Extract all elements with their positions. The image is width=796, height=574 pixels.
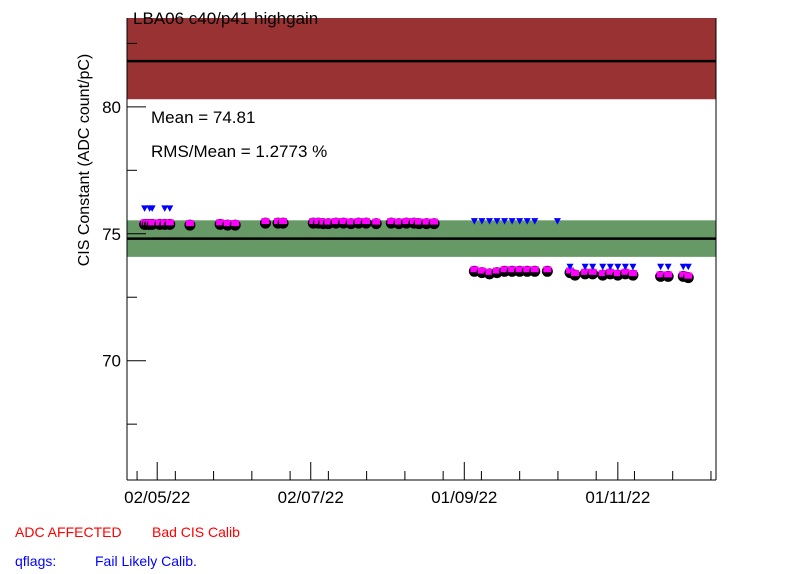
data-point — [314, 218, 323, 225]
flag-triangle — [166, 205, 174, 212]
data-point — [679, 271, 688, 278]
flag-triangle — [516, 218, 524, 225]
data-point — [402, 218, 411, 225]
flag-triangle — [493, 218, 501, 225]
flag-triangle — [629, 263, 637, 271]
y-tick-label: 70 — [102, 352, 121, 371]
data-point — [588, 268, 597, 275]
rms-label: RMS/Mean = 1.2773 % — [151, 142, 327, 161]
data-point — [543, 266, 552, 273]
flag-triangle — [508, 218, 516, 225]
data-point — [185, 220, 194, 227]
axes-layer: 70 75 80 02/05/22 02/07/22 01/09/22 01/11/22 — [102, 18, 717, 507]
data-point — [394, 218, 403, 225]
flag-triangle — [148, 205, 156, 212]
flag-triangle — [501, 218, 509, 225]
data-point — [566, 267, 575, 274]
y-axis-label: CIS Constant (ADC count/pC) — [76, 54, 93, 267]
data-point — [628, 270, 637, 277]
flag-triangle — [599, 263, 607, 271]
data-point — [409, 218, 418, 225]
data-point — [664, 271, 673, 278]
chart-title: LBA06 c40/p41 highgain — [133, 9, 318, 28]
flag-triangle — [161, 205, 169, 212]
data-point — [613, 270, 622, 277]
data-point — [414, 218, 423, 225]
data-point — [430, 218, 439, 225]
data-point — [493, 267, 502, 274]
data-point — [500, 266, 509, 273]
data-point — [621, 268, 630, 275]
data-point — [362, 218, 371, 225]
x-tick-label: 02/05/22 — [124, 488, 190, 507]
legend-qflags: qflags: — [15, 553, 57, 569]
flag-triangle — [684, 263, 692, 271]
data-point — [598, 270, 607, 277]
flag-triangle — [478, 218, 486, 225]
data-point — [165, 219, 174, 226]
flag-triangle — [657, 263, 665, 271]
points-layer — [139, 205, 694, 284]
data-point — [354, 218, 363, 225]
red-band — [127, 18, 716, 100]
data-point — [606, 268, 615, 275]
flag-triangle — [606, 263, 614, 271]
flag-triangle — [614, 263, 622, 271]
data-point — [656, 271, 665, 278]
data-point — [216, 219, 225, 226]
data-point — [261, 218, 270, 225]
mean-label: Mean = 74.81 — [151, 108, 255, 127]
x-tick-label: 02/07/22 — [278, 488, 344, 507]
flag-triangle — [581, 263, 589, 271]
data-point — [422, 218, 431, 225]
x-tick-label: 01/09/22 — [431, 488, 497, 507]
data-point — [339, 218, 348, 225]
legend-adc-affected: ADC AFFECTED — [15, 524, 122, 540]
data-point — [477, 267, 486, 274]
y-tick-label: 80 — [102, 98, 121, 117]
x-tick-label: 01/11/22 — [585, 488, 650, 507]
flag-triangle — [470, 218, 478, 225]
legend-fail-likely-calib: Fail Likely Calib. — [95, 553, 197, 569]
flag-triangle — [553, 218, 561, 225]
data-point — [581, 268, 590, 275]
data-point — [470, 266, 479, 273]
flag-triangle — [523, 218, 531, 225]
data-point — [515, 266, 524, 273]
data-point — [223, 220, 232, 227]
legend-bad-cis-calib: Bad CIS Calib — [152, 524, 240, 540]
data-point — [485, 268, 494, 275]
data-point — [684, 272, 693, 279]
flag-triangle — [531, 218, 539, 225]
data-point — [148, 219, 157, 226]
data-point — [571, 270, 580, 277]
data-point — [530, 266, 539, 273]
data-point — [508, 266, 517, 273]
flag-triangle — [485, 218, 493, 225]
data-point — [231, 220, 240, 227]
data-point — [324, 218, 333, 225]
y-tick-label: 75 — [102, 225, 121, 244]
flag-triangle — [141, 205, 149, 212]
flag-triangle — [679, 263, 687, 271]
data-point — [279, 218, 288, 225]
data-point — [387, 218, 396, 225]
data-point — [347, 218, 356, 225]
data-point — [372, 218, 381, 225]
data-point — [523, 266, 532, 273]
flag-triangle — [664, 263, 672, 271]
flag-triangle — [566, 263, 574, 271]
flag-triangle — [589, 263, 597, 271]
flag-triangle — [621, 263, 629, 271]
data-point — [331, 218, 340, 225]
